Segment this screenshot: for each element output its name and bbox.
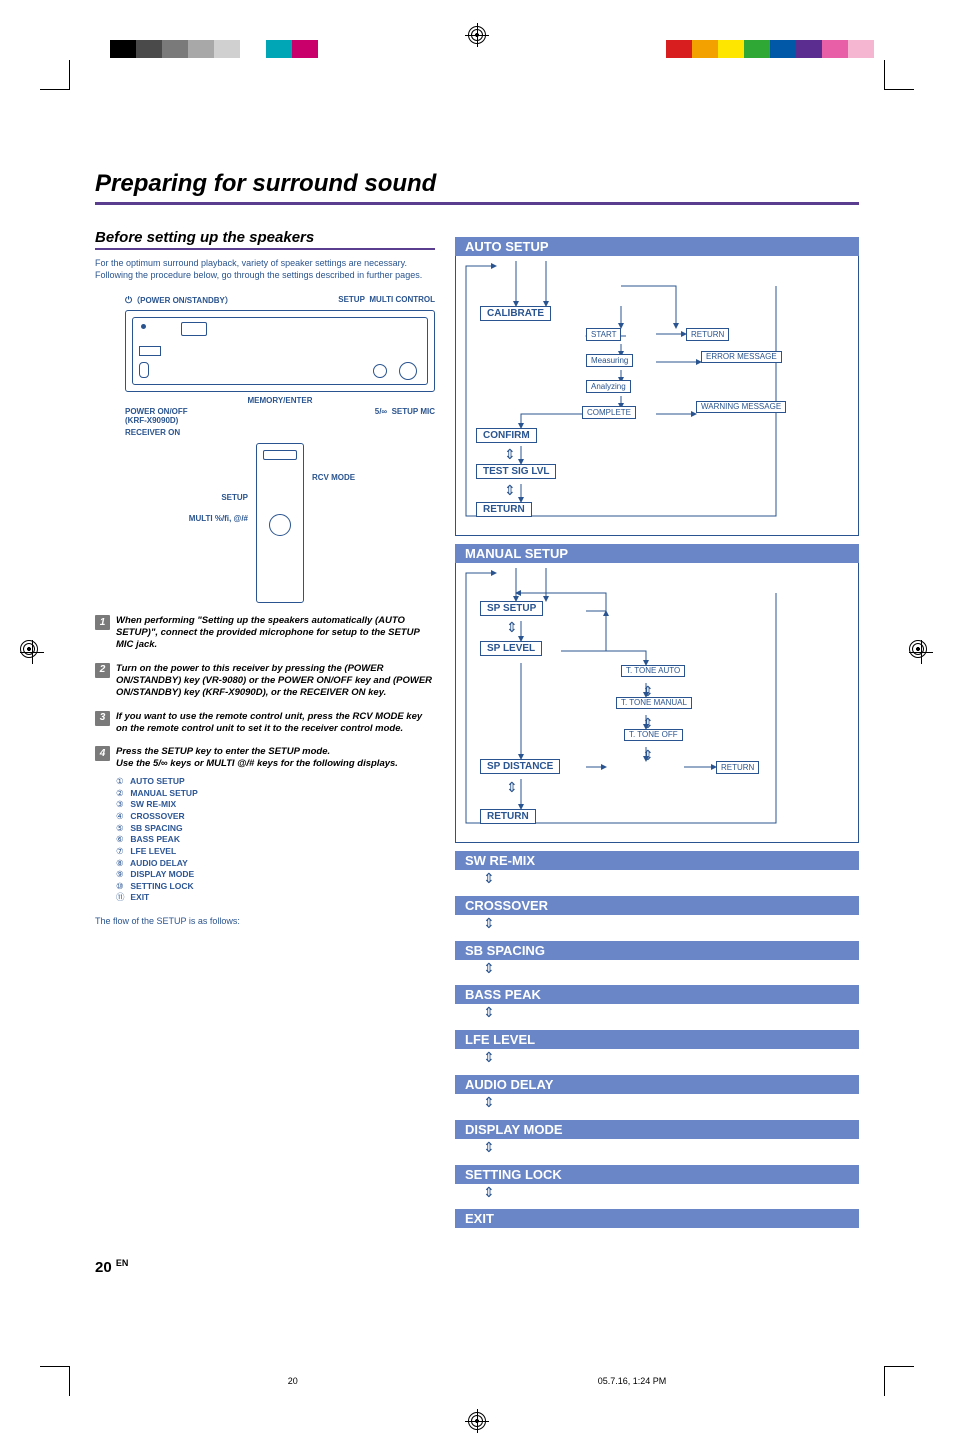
- multi-dir-label: MULTI %/ﬁ, @/#: [125, 514, 248, 523]
- sb-spacing-header: SB SPACING: [455, 941, 859, 960]
- return-node: RETURN: [476, 502, 532, 517]
- display-mode-header: DISPLAY MODE: [455, 1120, 859, 1139]
- registration-side: [20, 640, 45, 665]
- memory-enter-label: MEMORY/ENTER: [125, 396, 435, 405]
- crossover-header: CROSSOVER: [455, 896, 859, 915]
- setup-list-item: ⑩ SETTING LOCK: [116, 881, 435, 892]
- section-subtitle: Before setting up the speakers: [95, 229, 435, 250]
- bass-peak-header: BASS PEAK: [455, 985, 859, 1004]
- page-title: Preparing for surround sound: [95, 170, 859, 205]
- receiver-on-label: RECEIVER ON: [125, 428, 435, 437]
- rcv-mode-label: RCV MODE: [312, 473, 435, 482]
- setup-list-item: ⑦ LFE LEVEL: [116, 846, 435, 857]
- ttone-off-node: T. TONE OFF: [624, 729, 683, 741]
- complete-node: COMPLETE: [582, 406, 636, 419]
- page-number: 20 EN: [95, 1258, 859, 1276]
- remote-diagram: [256, 443, 304, 603]
- return-node: RETURN: [480, 809, 536, 824]
- return-node: RETURN: [716, 761, 759, 774]
- sp-level-node: SP LEVEL: [480, 641, 542, 656]
- sw-remix-header: SW RE-MIX: [455, 851, 859, 870]
- calibrate-node: CALIBRATE: [480, 306, 551, 321]
- setup-list-item: ⑤ SB SPACING: [116, 823, 435, 834]
- setup-list-item: ④ CROSSOVER: [116, 811, 435, 822]
- auto-setup-header: AUTO SETUP: [455, 237, 859, 256]
- intro-text: For the optimum surround playback, varie…: [95, 258, 435, 281]
- flow-note: The flow of the SETUP is as follows:: [95, 916, 435, 926]
- footer-meta: 20 05.7.16, 1:24 PM: [0, 1376, 954, 1386]
- step-number: 3: [95, 711, 110, 726]
- manual-setup-flow: SP SETUP ⇕ SP LEVEL T. TONE AUTO ⇕ T. TO…: [455, 563, 859, 843]
- audio-delay-header: AUDIO DELAY: [455, 1075, 859, 1094]
- step-number: 2: [95, 663, 110, 678]
- step-3: 3 If you want to use the remote control …: [95, 711, 435, 735]
- crop-mark: [40, 1366, 70, 1396]
- return-node: RETURN: [686, 328, 729, 341]
- setup-list-item: ⑥ BASS PEAK: [116, 834, 435, 845]
- test-sig-node: TEST SIG LVL: [476, 464, 556, 479]
- step-number: 1: [95, 615, 110, 630]
- receiver-top-labels: ⏻（POWER ON/STANDBY） SETUP MULTI CONTROL: [125, 295, 435, 306]
- exit-header: EXIT: [455, 1209, 859, 1228]
- analyzing-node: Analyzing: [586, 380, 631, 393]
- setup-list-item: ① AUTO SETUP: [116, 776, 435, 787]
- error-msg-node: ERROR MESSAGE: [701, 351, 782, 363]
- ttone-auto-node: T. TONE AUTO: [621, 665, 685, 677]
- setup-list-item: ③ SW RE-MIX: [116, 799, 435, 810]
- crop-mark: [884, 1366, 914, 1396]
- setup-list-item: ⑨ DISPLAY MODE: [116, 869, 435, 880]
- auto-setup-flow: CALIBRATE START RETURN Measuring ERROR M…: [455, 256, 859, 536]
- registration-bottom: [0, 1386, 954, 1456]
- sp-distance-node: SP DISTANCE: [480, 759, 560, 774]
- warning-msg-node: WARNING MESSAGE: [696, 401, 786, 413]
- sp-setup-node: SP SETUP: [480, 601, 543, 616]
- step-2: 2 Turn on the power to this receiver by …: [95, 663, 435, 699]
- registration-top: [0, 0, 954, 70]
- lfe-level-header: LFE LEVEL: [455, 1030, 859, 1049]
- crop-mark: [40, 60, 70, 90]
- confirm-node: CONFIRM: [476, 428, 537, 443]
- registration-side: [909, 640, 934, 665]
- receiver-bottom-labels: POWER ON/OFF(KRF-X9090D) 5/∞ SETUP MIC: [125, 407, 435, 425]
- setup-list-item: ⑪ EXIT: [116, 892, 435, 903]
- receiver-diagram: [125, 310, 435, 392]
- setup-list-item: ② MANUAL SETUP: [116, 788, 435, 799]
- manual-setup-header: MANUAL SETUP: [455, 544, 859, 563]
- crop-mark: [884, 60, 914, 90]
- setting-lock-header: SETTING LOCK: [455, 1165, 859, 1184]
- start-node: START: [586, 328, 621, 341]
- step-4: 4 Press the SETUP key to enter the SETUP…: [95, 746, 435, 904]
- setup-menu-list: ① AUTO SETUP② MANUAL SETUP③ SW RE-MIX④ C…: [116, 776, 435, 903]
- setup-list-item: ⑧ AUDIO DELAY: [116, 858, 435, 869]
- setup-label: SETUP: [125, 493, 248, 502]
- step-1: 1 When performing "Setting up the speake…: [95, 615, 435, 651]
- ttone-manual-node: T. TONE MANUAL: [616, 697, 692, 709]
- step-number: 4: [95, 746, 110, 761]
- measuring-node: Measuring: [586, 354, 633, 367]
